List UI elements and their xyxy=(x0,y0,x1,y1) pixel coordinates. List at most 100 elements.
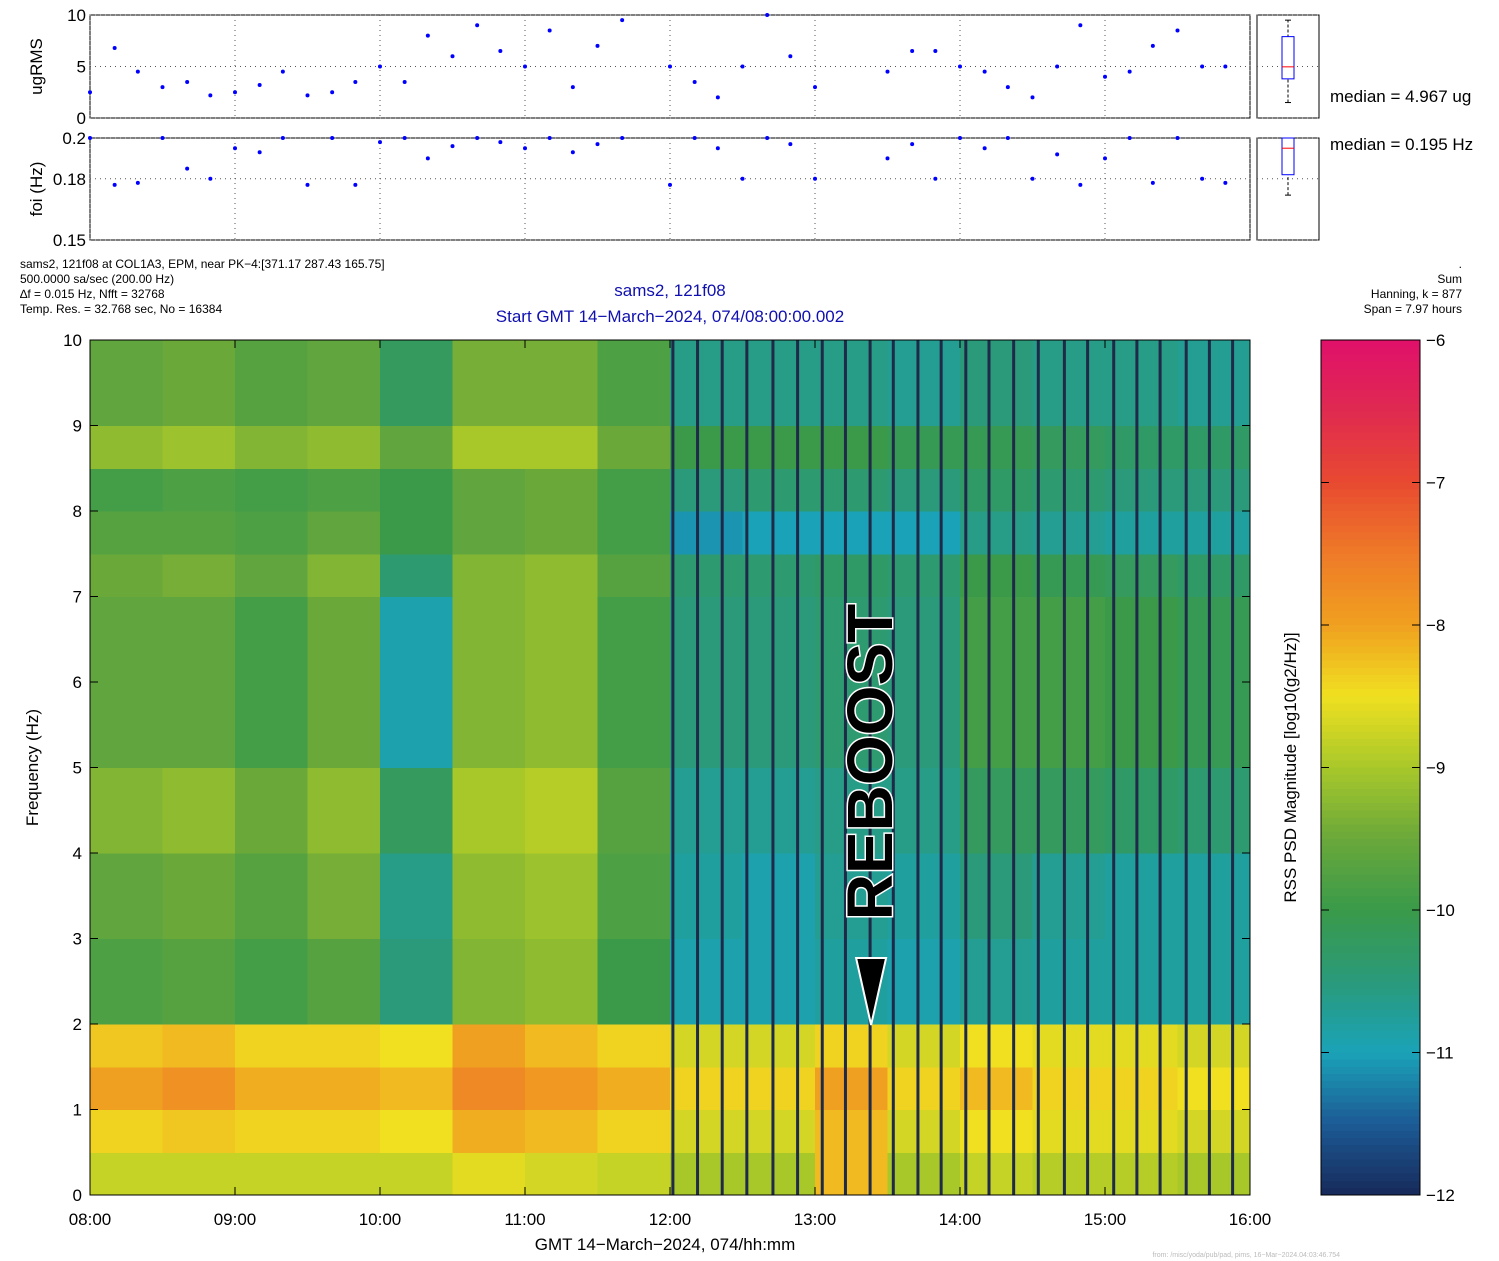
heat-cell xyxy=(235,767,308,811)
x-tick-label: 09:00 xyxy=(214,1210,257,1229)
data-point xyxy=(620,18,625,23)
data-point xyxy=(353,79,358,84)
y-tick-label: 5 xyxy=(77,58,86,77)
data-point xyxy=(813,176,817,181)
heat-cell xyxy=(162,382,236,426)
colorbar-swatch xyxy=(1321,867,1420,875)
heat-cell xyxy=(90,1024,163,1068)
heat-cell xyxy=(1105,981,1178,1025)
colorbar-tick-label: −6 xyxy=(1426,331,1445,350)
heat-cell xyxy=(452,1152,526,1196)
heat-cell xyxy=(670,767,743,811)
colorbar-swatch xyxy=(1321,382,1420,391)
colorbar-tick-label: −7 xyxy=(1426,474,1445,493)
heat-cell xyxy=(1105,340,1178,384)
info-left: sams2, 121f08 at COL1A3, EPM, near PK−4:… xyxy=(20,257,385,271)
colorbar-swatch xyxy=(1321,1152,1420,1160)
heat-cell xyxy=(815,853,888,897)
data-point xyxy=(1200,64,1205,69)
colorbar-swatch xyxy=(1321,610,1420,619)
heat-cell xyxy=(380,938,453,982)
heat-cell xyxy=(960,767,1033,811)
heat-cell xyxy=(162,340,236,384)
colorbar-swatch xyxy=(1321,404,1420,412)
heat-cell xyxy=(670,1024,743,1068)
heat-cell xyxy=(90,553,163,597)
heat-cell xyxy=(1177,724,1251,768)
heat-cell xyxy=(1105,1066,1178,1110)
heat-cell xyxy=(162,895,236,939)
colorbar-swatch xyxy=(1321,589,1420,598)
heat-cell xyxy=(887,938,961,982)
y-tick-label: 5 xyxy=(73,759,82,778)
colorbar-swatch xyxy=(1321,389,1420,398)
median-label: median = 0.195 Hz xyxy=(1330,135,1473,154)
heat-cell xyxy=(887,553,961,597)
heat-cell xyxy=(742,1066,816,1110)
heat-cell xyxy=(90,340,163,384)
heat-cell xyxy=(742,596,816,640)
heat-cell xyxy=(597,1066,671,1110)
heat-cell xyxy=(742,553,816,597)
heat-cell xyxy=(1105,468,1178,512)
heat-cell xyxy=(307,895,381,939)
heat-cell xyxy=(742,981,816,1025)
data-point xyxy=(523,146,527,151)
colorbar-swatch xyxy=(1321,682,1420,690)
colorbar-swatch xyxy=(1321,1081,1420,1089)
heat-cell xyxy=(815,425,888,469)
heat-cell xyxy=(1032,596,1106,640)
y-tick-label: 8 xyxy=(73,502,82,521)
heat-cell xyxy=(597,340,671,384)
data-point xyxy=(185,79,190,84)
heat-cell xyxy=(1105,553,1178,597)
heat-cell xyxy=(960,425,1033,469)
heat-cell xyxy=(1105,810,1178,854)
colorbar-swatch xyxy=(1321,710,1420,719)
heat-cell xyxy=(1032,1152,1106,1196)
heat-cell xyxy=(960,511,1033,555)
heat-cell xyxy=(307,1024,381,1068)
colorbar-swatch xyxy=(1321,1109,1420,1118)
colorbar-swatch xyxy=(1321,674,1420,683)
data-point xyxy=(668,64,672,69)
heat-cell xyxy=(597,767,671,811)
colorbar-swatch xyxy=(1321,767,1420,776)
heat-cell xyxy=(235,853,308,897)
heat-cell xyxy=(597,1152,671,1196)
data-point xyxy=(305,182,310,187)
heat-cell xyxy=(1105,639,1178,683)
data-point xyxy=(112,182,117,187)
heat-cell xyxy=(235,810,308,854)
colorbar-swatch xyxy=(1321,917,1420,925)
y-tick-label: 0 xyxy=(77,109,86,128)
data-point xyxy=(378,140,382,145)
data-point xyxy=(208,176,213,181)
heat-cell xyxy=(670,382,743,426)
heat-cell xyxy=(887,596,961,640)
heat-cell xyxy=(307,553,381,597)
data-point xyxy=(185,166,190,171)
heat-cell xyxy=(90,1109,163,1153)
heat-cell xyxy=(597,810,671,854)
box xyxy=(1281,36,1295,80)
heat-cell xyxy=(670,895,743,939)
colorbar-swatch xyxy=(1321,817,1420,826)
heat-cell xyxy=(1177,425,1251,469)
colorbar-swatch xyxy=(1321,582,1420,590)
colorbar-swatch xyxy=(1321,375,1420,384)
colorbar-swatch xyxy=(1321,910,1420,918)
colorbar-swatch xyxy=(1321,696,1420,704)
data-point xyxy=(1055,152,1060,157)
heat-cell xyxy=(307,596,381,640)
data-point xyxy=(280,136,285,140)
heat-cell xyxy=(597,981,671,1025)
heat-cell xyxy=(90,382,163,426)
heat-cell xyxy=(1032,895,1106,939)
heat-cell xyxy=(307,340,381,384)
heat-cell xyxy=(1105,724,1178,768)
heat-cell xyxy=(1032,1066,1106,1110)
heat-cell xyxy=(597,425,671,469)
heat-cell xyxy=(960,853,1033,897)
